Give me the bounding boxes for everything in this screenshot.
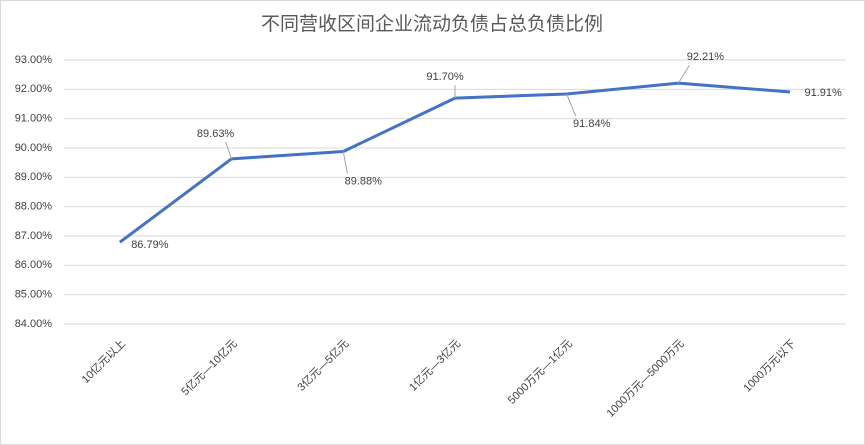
data-label: 91.70%: [426, 71, 464, 83]
data-label: 86.79%: [131, 239, 169, 251]
y-tick-label: 89.00%: [15, 171, 53, 183]
y-tick-label: 91.00%: [15, 113, 53, 125]
y-tick-label: 86.00%: [15, 259, 53, 271]
leader-line: [566, 93, 577, 117]
chart-title: 不同营收区间企业流动负债占总负债比例: [261, 13, 603, 35]
data-label: 89.88%: [345, 175, 383, 187]
data-label: 89.63%: [197, 128, 235, 140]
y-tick-label: 93.00%: [15, 54, 53, 66]
y-tick-label: 85.00%: [15, 289, 53, 301]
leader-line: [678, 64, 690, 84]
data-label: 92.21%: [687, 51, 725, 63]
y-tick-label: 87.00%: [15, 230, 53, 242]
y-tick-label: 90.00%: [15, 142, 53, 154]
y-tick-label: 88.00%: [15, 201, 53, 213]
leader-line: [225, 141, 233, 160]
data-label: 91.91%: [804, 87, 842, 99]
y-tick-label: 92.00%: [15, 83, 53, 95]
y-tick-label: 84.00%: [15, 318, 53, 330]
leader-line: [342, 151, 348, 174]
data-label: 91.84%: [573, 118, 611, 130]
